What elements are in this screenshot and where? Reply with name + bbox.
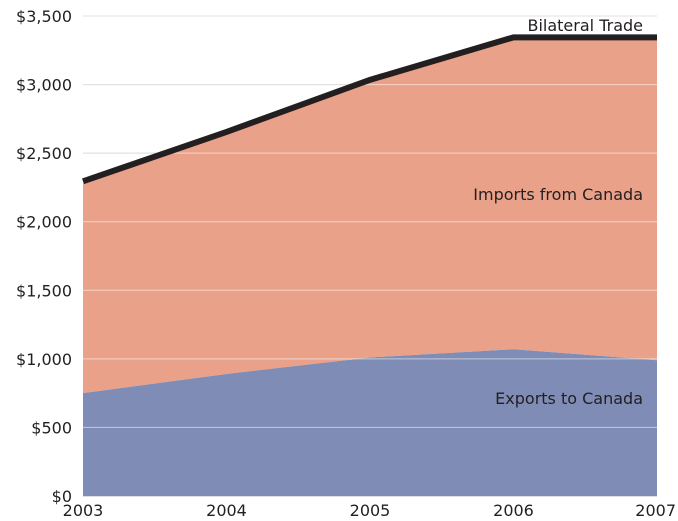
y-tick-label: $1,500	[16, 281, 72, 300]
x-axis-ticks: 2003 2004 2005 2006 2007	[63, 501, 676, 520]
grid-lines-over-areas	[83, 15, 657, 428]
series-label-bilateral-trade: Bilateral Trade	[527, 16, 643, 35]
imports-area	[83, 39, 657, 394]
y-tick-label: $1,000	[16, 350, 72, 369]
y-tick-label: $2,000	[16, 213, 72, 232]
plot-areas	[83, 39, 657, 496]
exports-area	[83, 349, 657, 496]
x-tick-label: 2006	[493, 501, 534, 520]
y-tick-label: $0	[52, 487, 72, 506]
y-tick-label: $3,500	[16, 7, 72, 26]
y-axis-ticks: $0 $500 $1,000 $1,500 $2,000 $2,500 $3,000 $3,5…	[16, 7, 72, 506]
x-tick-label: 2004	[206, 501, 247, 520]
bilateral-trade-line	[82, 34, 657, 185]
y-tick-label: $500	[31, 418, 72, 437]
x-tick-label: 2005	[350, 501, 391, 520]
series-label-imports: Imports from Canada	[473, 185, 643, 204]
y-tick-label: $2,500	[16, 144, 72, 163]
x-tick-label: 2007	[635, 501, 676, 520]
series-label-exports: Exports to Canada	[495, 389, 643, 408]
x-tick-label: 2003	[63, 501, 104, 520]
y-tick-label: $3,000	[16, 76, 72, 95]
